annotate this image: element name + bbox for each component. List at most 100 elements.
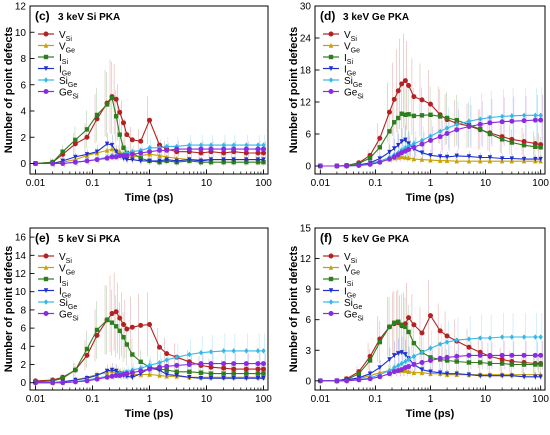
data-point bbox=[466, 336, 472, 342]
data-point bbox=[255, 146, 261, 152]
y-tick-label: 18 bbox=[300, 66, 312, 77]
data-point bbox=[487, 114, 493, 121]
data-point bbox=[386, 371, 392, 377]
legend-label-sub: Si bbox=[347, 59, 354, 66]
data-point bbox=[454, 158, 459, 164]
data-point bbox=[261, 375, 266, 381]
legend-marker bbox=[43, 253, 49, 259]
data-point bbox=[377, 374, 383, 380]
data-point bbox=[261, 348, 266, 354]
data-point bbox=[344, 378, 350, 384]
legend-entry: SiGe bbox=[38, 76, 77, 89]
legend-label: VSi bbox=[344, 252, 357, 265]
data-point bbox=[533, 112, 538, 119]
data-point bbox=[104, 317, 110, 323]
x-axis-title: Time (ps) bbox=[125, 192, 174, 204]
data-point bbox=[466, 352, 472, 358]
data-point bbox=[538, 145, 543, 150]
legend-entry: IGe bbox=[323, 286, 356, 299]
data-point bbox=[208, 157, 214, 163]
y-tick-label: 15 bbox=[300, 224, 312, 235]
data-point bbox=[94, 157, 100, 163]
data-point bbox=[261, 159, 266, 165]
data-point bbox=[399, 154, 404, 160]
data-point bbox=[109, 154, 115, 160]
y-tick-label: 0 bbox=[305, 376, 311, 387]
data-point bbox=[109, 142, 115, 148]
legend-label: ISi bbox=[59, 275, 68, 288]
legend-marker bbox=[43, 77, 49, 83]
legend-marker bbox=[43, 288, 49, 294]
data-point bbox=[419, 137, 425, 144]
data-point bbox=[124, 371, 130, 377]
data-point bbox=[403, 145, 408, 151]
data-point bbox=[255, 348, 261, 354]
data-point bbox=[186, 362, 192, 368]
legend-label-sub: Si bbox=[351, 258, 358, 265]
x-tick-label: 100 bbox=[532, 178, 549, 189]
data-point bbox=[72, 159, 78, 165]
data-point bbox=[255, 142, 261, 148]
data-point bbox=[538, 156, 543, 162]
data-point bbox=[164, 351, 170, 357]
data-point bbox=[444, 115, 450, 121]
data-point bbox=[427, 101, 433, 107]
data-point bbox=[444, 125, 450, 131]
data-point bbox=[121, 335, 126, 340]
data-point bbox=[419, 330, 425, 336]
data-point bbox=[121, 145, 126, 150]
legend-label: VGe bbox=[59, 41, 75, 54]
data-point bbox=[124, 326, 130, 332]
data-point bbox=[377, 159, 383, 165]
data-point bbox=[255, 361, 261, 367]
legend-label-sub: Si bbox=[357, 315, 364, 322]
y-tick-label: 10 bbox=[15, 28, 27, 39]
data-point bbox=[403, 324, 408, 330]
data-point bbox=[406, 82, 412, 88]
data-point bbox=[198, 370, 204, 375]
legend-entry: IGe bbox=[38, 286, 71, 299]
y-tick-label: 3 bbox=[305, 346, 311, 357]
legend-entry: VSi bbox=[38, 30, 72, 43]
x-tick-label: 0.01 bbox=[26, 394, 46, 405]
data-point bbox=[157, 359, 162, 366]
data-point bbox=[403, 112, 408, 117]
data-point bbox=[138, 322, 144, 328]
data-point bbox=[444, 339, 450, 345]
data-point bbox=[60, 149, 65, 154]
y-tick-label: 12 bbox=[300, 98, 312, 109]
data-point bbox=[94, 112, 100, 118]
data-point bbox=[221, 142, 226, 148]
data-point bbox=[84, 152, 90, 157]
data-point bbox=[138, 150, 144, 156]
data-point bbox=[187, 375, 192, 380]
data-point bbox=[406, 369, 411, 374]
data-point bbox=[499, 334, 505, 340]
legend-entry: VSi bbox=[38, 252, 72, 265]
data-point bbox=[231, 371, 236, 376]
data-point bbox=[104, 147, 110, 153]
data-point bbox=[428, 157, 433, 163]
data-point bbox=[138, 138, 144, 144]
data-point bbox=[399, 350, 404, 355]
data-point bbox=[243, 146, 249, 152]
data-point bbox=[437, 355, 443, 361]
y-tick-label: 4 bbox=[20, 342, 26, 353]
data-point bbox=[261, 371, 266, 376]
data-point bbox=[124, 150, 130, 156]
y-tick-label: 0 bbox=[20, 378, 26, 389]
legend-marker bbox=[43, 54, 49, 60]
panel-label: (c) bbox=[35, 9, 50, 23]
data-point bbox=[419, 150, 425, 156]
data-point bbox=[261, 142, 266, 148]
legend-entry: IGe bbox=[323, 64, 356, 77]
legend-label-base: Si bbox=[344, 298, 353, 309]
data-point bbox=[84, 346, 90, 352]
data-point bbox=[411, 140, 417, 147]
data-point bbox=[487, 131, 493, 137]
data-point bbox=[411, 370, 417, 375]
legend-label: ISi bbox=[344, 275, 353, 288]
